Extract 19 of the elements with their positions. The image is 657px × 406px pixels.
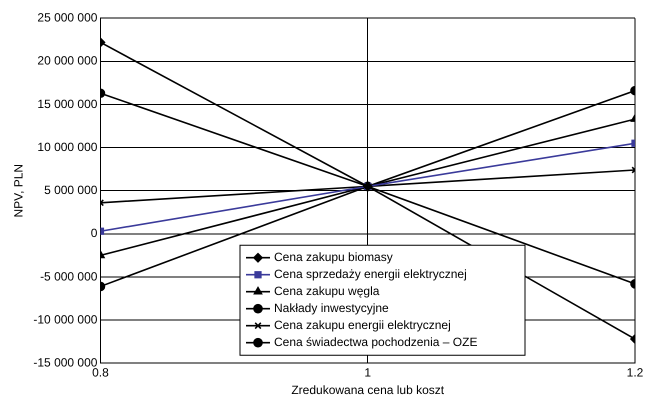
legend-label: Cena świadectwa pochodzenia – OZE [274,335,478,350]
legend-label: Cena sprzedaży energii elektrycznej [274,267,467,282]
y-tick-label: 25 000 000 [37,10,98,25]
y-tick-label: 5 000 000 [44,183,98,198]
y-tick-label: 15 000 000 [37,96,98,111]
x-tick-label: 1 [364,366,372,380]
legend-label: Cena zakupu węgla [274,284,380,298]
y-tick-label: 20 000 000 [37,54,98,68]
y-tick-label: 10 000 000 [37,140,98,154]
legend-label: Cena zakupu energii elektrycznej [274,318,451,332]
y-axis-title: NPV, PLN [12,164,26,218]
legend-label: Cena zakupu biomasy [274,250,393,264]
y-tick-label: -5 000 000 [40,269,98,284]
y-tick-label: 0 [90,226,98,240]
legend-label: Nakłady inwestycyjne [274,301,390,316]
y-tick-label: -10 000 000 [33,312,98,326]
x-tick-label: 1.2 [626,366,644,380]
x-tick-label: 0.8 [92,366,110,380]
x-axis-title: Zredukowana cena lub koszt [291,383,445,398]
